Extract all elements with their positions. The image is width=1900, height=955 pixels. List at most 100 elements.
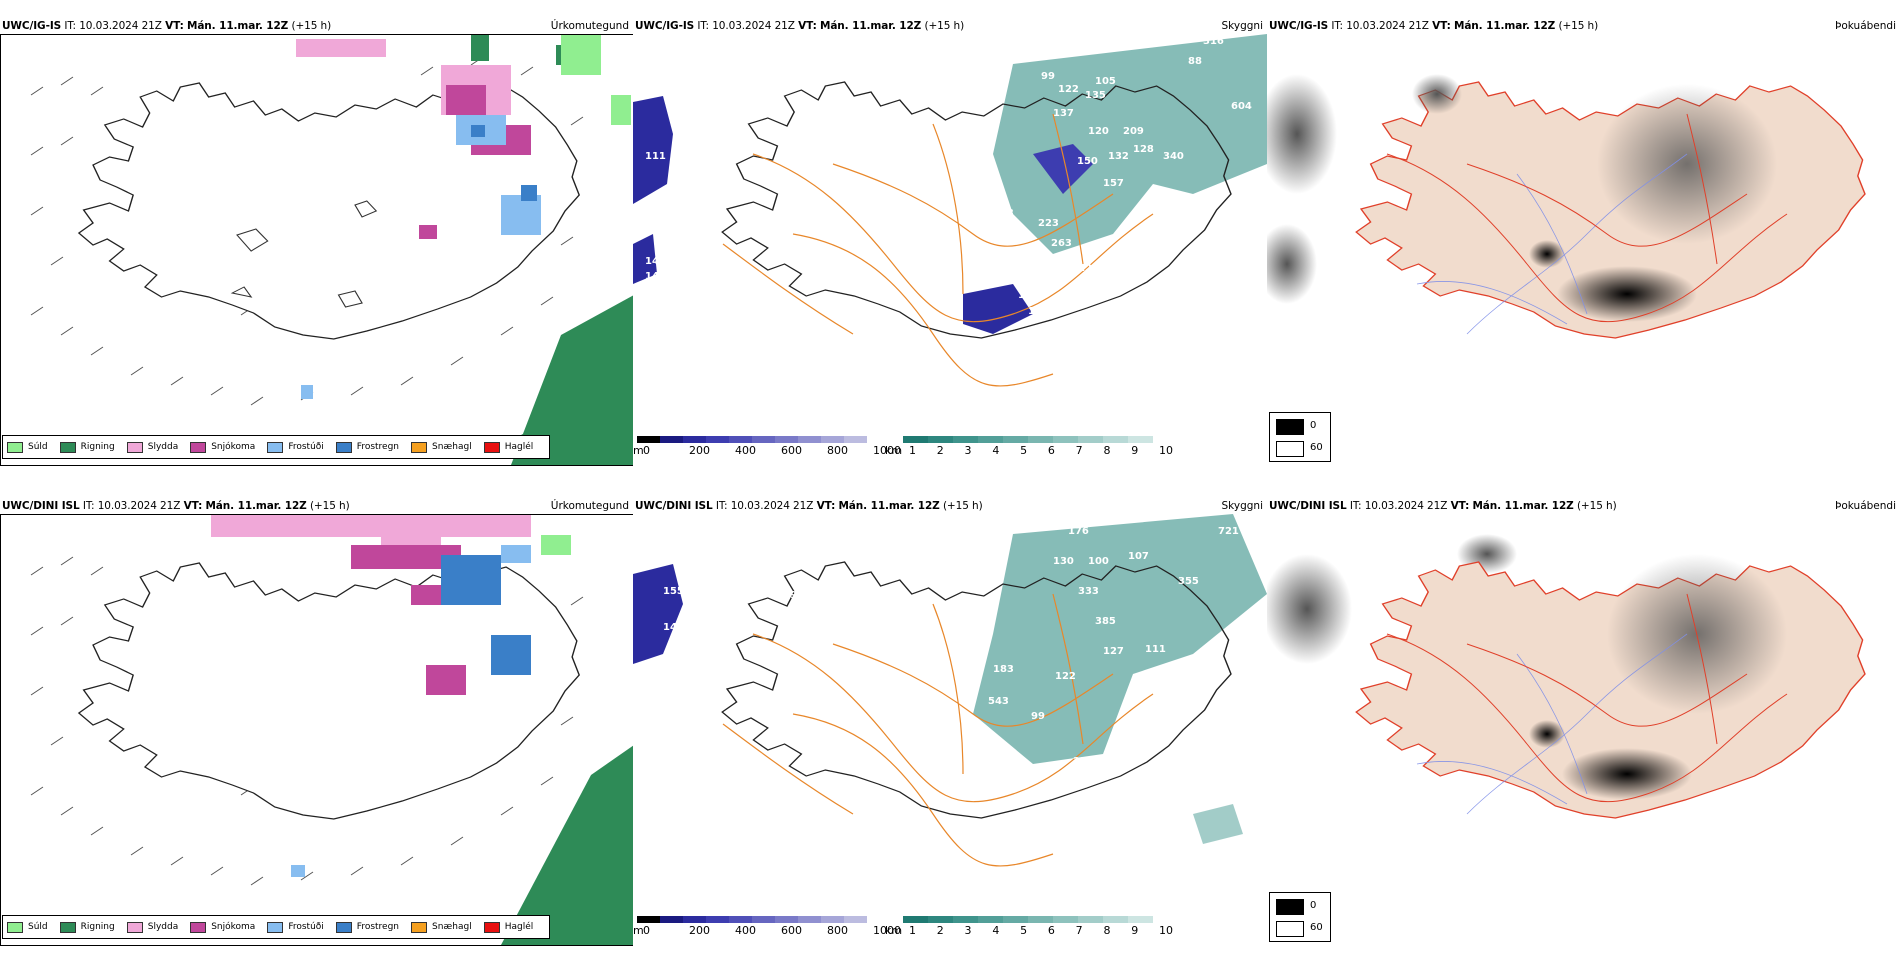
model-name: UWC/IG-IS <box>635 20 695 32</box>
svg-text:183: 183 <box>993 664 1014 675</box>
svg-text:122: 122 <box>1058 84 1079 95</box>
forecast-row-1: UWC/IG-IS IT: 10.03.2024 21Z VT: Mán. 11… <box>0 0 1900 475</box>
fog-map <box>1267 534 1866 819</box>
legend-label: Slydda <box>147 922 179 932</box>
it-label: IT: <box>1331 20 1343 32</box>
scale-segment <box>706 916 730 923</box>
legend-swatch <box>335 921 352 933</box>
scale-segment <box>729 436 753 443</box>
vt-label: VT: <box>816 500 836 512</box>
scale-segment <box>1128 916 1154 923</box>
scale-tick-label: 3 <box>964 924 972 937</box>
scale-tick-label: 2 <box>936 924 944 937</box>
scale-segment <box>978 916 1004 923</box>
precip-type-panel: UWC/DINI ISL IT: 10.03.2024 21Z VT: Mán.… <box>0 480 633 955</box>
lead-time: (+15 h) <box>1558 20 1599 32</box>
scale-segment <box>1003 916 1029 923</box>
precip-type-panel: UWC/IG-IS IT: 10.03.2024 21Z VT: Mán. 11… <box>0 0 633 475</box>
visibility-scale-m: m 0 200 400 600 800 1000 <box>633 436 901 466</box>
lead-time: (+15 h) <box>1576 500 1617 512</box>
scale-segment <box>706 436 730 443</box>
svg-text:128: 128 <box>1133 144 1154 155</box>
svg-text:107: 107 <box>1128 551 1149 562</box>
scale-segment <box>637 916 661 923</box>
legend-swatch <box>483 441 500 453</box>
scale-tick-label: 6 <box>1047 444 1055 457</box>
scale-tick-label: 1 <box>909 924 916 937</box>
init-time: 10.03.2024 21Z <box>1364 500 1448 512</box>
legend-item: Snæhagl <box>411 921 472 933</box>
scale-tick-label: 4 <box>992 444 1000 457</box>
scale-tick-label: 600 <box>781 924 802 937</box>
scale-segment <box>660 436 684 443</box>
fog-label: 0 <box>1310 420 1317 431</box>
precip-drizzle <box>561 35 631 125</box>
legend-swatch <box>267 441 284 453</box>
scale-tick-label: 7 <box>1075 444 1083 457</box>
vt-label: VT: <box>1432 20 1451 32</box>
model-name: UWC/DINI ISL <box>1269 500 1347 512</box>
model-name: UWC/DINI ISL <box>2 500 80 512</box>
fog-map <box>1267 74 1866 339</box>
scale-segment <box>1103 916 1129 923</box>
svg-text:316: 316 <box>1203 36 1224 47</box>
legend-item: Slydda <box>126 921 179 933</box>
init-time: 10.03.2024 21Z <box>712 20 795 32</box>
it-label: IT: <box>697 20 709 32</box>
svg-text:162: 162 <box>1018 290 1039 301</box>
scale-tick-label: 200 <box>689 444 710 457</box>
scale-segment <box>1028 916 1054 923</box>
scale-segment <box>821 916 845 923</box>
svg-text:111: 111 <box>645 151 666 162</box>
scale-tick-label: 5 <box>1020 924 1028 937</box>
scale-tick-label: 9 <box>1131 444 1139 457</box>
svg-text:120: 120 <box>1078 263 1099 274</box>
scale-tick-label: 2 <box>936 444 944 457</box>
scale-segment <box>775 916 799 923</box>
svg-text:340: 340 <box>1163 151 1184 162</box>
visibility-scale-m: m 0 200 400 600 800 1000 <box>633 916 901 946</box>
scale-segment <box>1028 436 1054 443</box>
panel-header: UWC/DINI ISL IT: 10.03.2024 21Z VT: Mán.… <box>635 500 983 512</box>
roads <box>722 113 1154 387</box>
precip-map <box>0 34 633 466</box>
svg-text:147: 147 <box>645 256 666 267</box>
svg-text:135: 135 <box>1085 90 1106 101</box>
legend-swatch <box>126 441 143 453</box>
scale-tick-label: 9 <box>1131 924 1139 937</box>
svg-text:130: 130 <box>1053 556 1074 567</box>
scale-unit: km <box>885 924 903 937</box>
panel-title: Úrkomutegund <box>550 500 629 512</box>
legend-label: Frostregn <box>356 442 400 452</box>
scale-segment <box>637 436 661 443</box>
scale-segment <box>1053 916 1079 923</box>
svg-text:111: 111 <box>933 716 954 727</box>
svg-text:223: 223 <box>1038 218 1059 229</box>
it-label: IT: <box>1349 500 1362 512</box>
vt-label: VT: <box>798 20 817 32</box>
scale-tick-label: 4 <box>992 924 1000 937</box>
svg-text:147: 147 <box>663 622 684 633</box>
panel-header: UWC/IG-IS IT: 10.03.2024 21Z VT: Mán. 11… <box>1269 20 1598 32</box>
scale-tick-label: 10 <box>1159 924 1173 937</box>
scale-segment <box>978 436 1004 443</box>
lead-time: (+15 h) <box>924 20 965 32</box>
scale-tick-label: 200 <box>689 924 710 937</box>
scale-segment <box>683 436 707 443</box>
svg-text:122: 122 <box>1055 671 1076 682</box>
visibility-panel: UWC/IG-IS IT: 10.03.2024 21Z VT: Mán. 11… <box>633 0 1267 475</box>
scale-tick-label: 1 <box>909 444 916 457</box>
valid-time: Mán. 11.mar. 12Z <box>186 20 289 32</box>
panel-title: Skyggni <box>1221 20 1264 32</box>
scale-unit: m <box>633 924 644 937</box>
visibility-scale-km: km 1 2 3 4 5 6 7 8 9 10 <box>885 436 1173 466</box>
vt-label: VT: <box>165 20 184 32</box>
init-time: 10.03.2024 21Z <box>97 500 181 512</box>
svg-text:111: 111 <box>1145 644 1166 655</box>
valid-time: Mán. 11.mar. 12Z <box>819 20 922 32</box>
scale-segment <box>1128 436 1154 443</box>
svg-text:99: 99 <box>1031 711 1045 722</box>
legend-label: Slydda <box>147 442 179 452</box>
scale-tick-label: 5 <box>1020 444 1028 457</box>
svg-text:132: 132 <box>1108 151 1129 162</box>
